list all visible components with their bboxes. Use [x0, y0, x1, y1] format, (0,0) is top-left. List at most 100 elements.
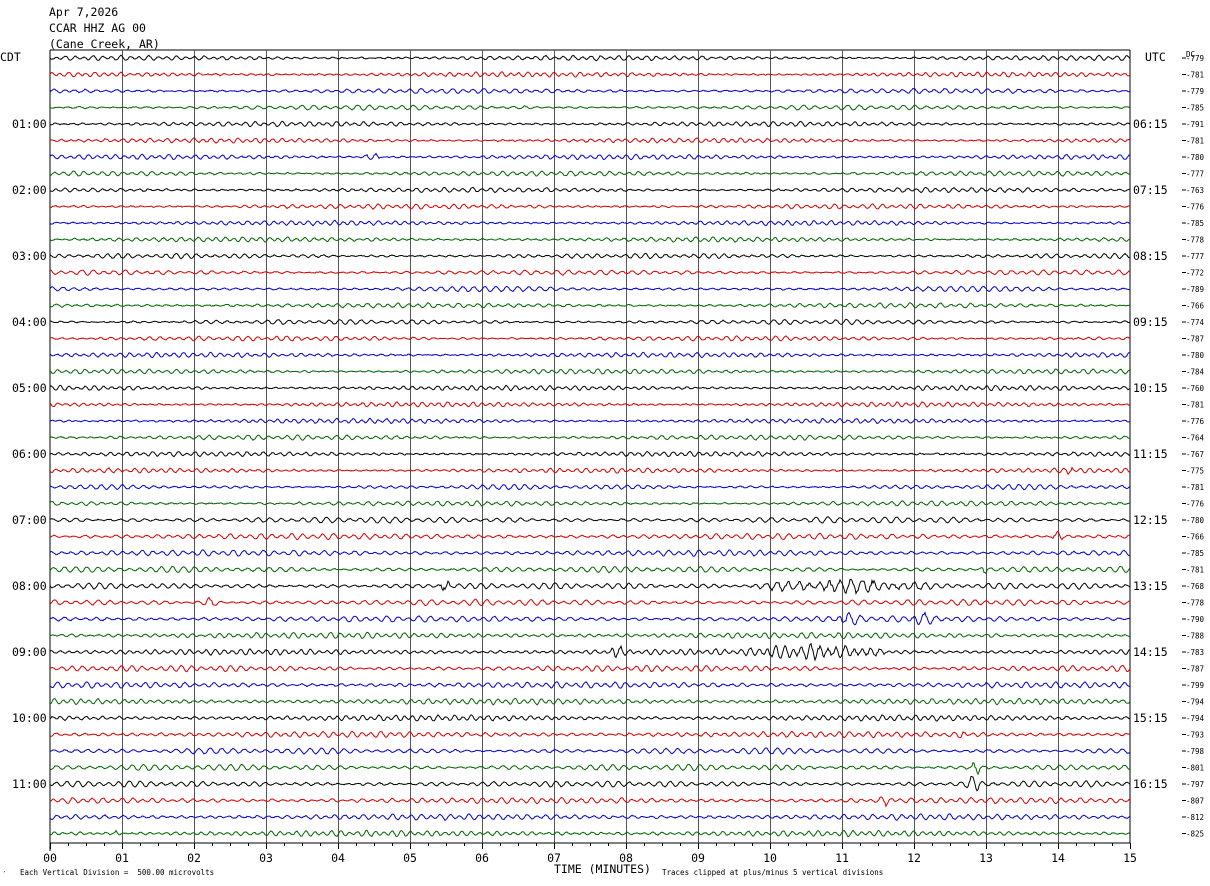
- dc-offset-label: -780: [1186, 516, 1205, 525]
- trace-row: [49, 104, 1131, 111]
- dc-offset-label: -781: [1186, 566, 1204, 575]
- x-tick-label: 14: [1051, 851, 1065, 865]
- trace-row: [49, 642, 1131, 662]
- trace-row: [49, 565, 1131, 575]
- trace-row: [49, 500, 1131, 507]
- right-hour-label: 12:15: [1133, 513, 1168, 527]
- corner-mark: ′: [2, 870, 7, 879]
- trace-row: [49, 631, 1131, 640]
- trace-row: [49, 384, 1131, 392]
- x-tick-label: 02: [187, 851, 201, 865]
- x-tick-label: 11: [835, 851, 849, 865]
- dc-offset-label: -787: [1186, 335, 1204, 344]
- right-hour-label: 06:15: [1133, 117, 1168, 131]
- dc-offset-label: -776: [1186, 203, 1205, 212]
- dc-offset-label: -785: [1186, 549, 1204, 558]
- dc-offset-label: -793: [1186, 731, 1204, 740]
- dc-offset-label: -779: [1186, 54, 1204, 63]
- x-tick-label: 03: [259, 851, 273, 865]
- x-tick-label: 01: [115, 851, 129, 865]
- footer-scale-note: Each Vertical Division = 500.00 microvol…: [20, 868, 215, 877]
- x-tick-label: 10: [763, 851, 777, 865]
- dc-offset-label: -801: [1186, 764, 1204, 773]
- left-hour-label: 08:00: [12, 579, 47, 593]
- right-hour-label: 11:15: [1133, 447, 1168, 461]
- trace-row: [49, 302, 1131, 309]
- trace-row: [49, 714, 1131, 722]
- trace-row: [49, 516, 1131, 524]
- trace-row: [49, 611, 1131, 626]
- dc-offset-label: -783: [1186, 648, 1204, 657]
- trace-row: [49, 450, 1131, 458]
- dc-offset-label: -798: [1186, 747, 1205, 756]
- trace-row: [49, 578, 1131, 596]
- right-hour-label: 14:15: [1133, 645, 1168, 659]
- trace-row: [49, 120, 1131, 128]
- x-axis-title: TIME (MINUTES): [554, 862, 651, 876]
- trace-row: [49, 466, 1131, 476]
- trace-row: [49, 596, 1131, 607]
- dc-offset-label: -789: [1186, 285, 1204, 294]
- trace-row: [49, 401, 1131, 408]
- trace-row: [49, 351, 1131, 359]
- dc-offset-header: DC: [1186, 50, 1196, 59]
- dc-offset-label: -791: [1186, 120, 1204, 129]
- trace-row: [49, 747, 1131, 756]
- trace-row: [49, 761, 1131, 776]
- left-hour-label: 11:00: [12, 777, 47, 791]
- x-tick-label: 09: [691, 851, 705, 865]
- trace-row: [49, 252, 1131, 260]
- trace-row: [49, 681, 1131, 689]
- dc-offset-label: -779: [1186, 87, 1204, 96]
- trace-row: [49, 236, 1131, 243]
- trace-row: [49, 829, 1131, 838]
- trace-row: [49, 219, 1131, 227]
- right-hour-label: 13:15: [1133, 579, 1168, 593]
- left-hour-label: 02:00: [12, 183, 47, 197]
- left-hour-label: 03:00: [12, 249, 47, 263]
- dc-offset-label: -797: [1186, 780, 1204, 789]
- chart-date: Apr 7,2026: [49, 5, 119, 19]
- dc-offset-label: -781: [1186, 483, 1204, 492]
- dc-offset-label: -781: [1186, 71, 1204, 80]
- trace-row: [49, 87, 1131, 95]
- dc-offset-label: -780: [1186, 153, 1205, 162]
- dc-offset-label: -785: [1186, 104, 1204, 113]
- dc-offset-label: -812: [1186, 813, 1204, 822]
- trace-row: [49, 152, 1131, 161]
- trace-row: [49, 203, 1131, 211]
- dc-offset-label: -785: [1186, 219, 1204, 228]
- dc-offset-label: -777: [1186, 252, 1204, 261]
- right-hour-label: 07:15: [1133, 183, 1168, 197]
- dc-offset-label: -776: [1186, 500, 1205, 509]
- dc-offset-label: -807: [1186, 797, 1204, 806]
- x-tick-label: 06: [475, 851, 489, 865]
- right-hour-label: 16:15: [1133, 777, 1168, 791]
- x-tick-label: 08: [619, 851, 633, 865]
- left-hour-label: 09:00: [12, 645, 47, 659]
- dc-offset-label: -763: [1186, 186, 1204, 195]
- trace-row: [49, 335, 1131, 342]
- x-tick-label: 04: [331, 851, 345, 865]
- trace-row: [49, 813, 1131, 822]
- dc-offset-label: -767: [1186, 450, 1204, 459]
- x-tick-label: 07: [547, 851, 561, 865]
- dc-offset-label: -778: [1186, 599, 1205, 608]
- left-hour-label: 05:00: [12, 381, 47, 395]
- trace-row: [49, 137, 1131, 144]
- trace-row: [49, 530, 1131, 541]
- trace-row: [49, 71, 1131, 78]
- trace-row: [49, 549, 1131, 557]
- footer-clip-note: Traces clipped at plus/minus 5 vertical …: [662, 868, 884, 877]
- dc-offset-label: -772: [1186, 269, 1204, 278]
- trace-row: [49, 170, 1131, 177]
- dc-offset-label: -825: [1186, 830, 1204, 839]
- x-tick-label: 13: [979, 851, 993, 865]
- trace-row: [49, 368, 1131, 375]
- right-hour-label: 08:15: [1133, 249, 1168, 263]
- x-tick-label: 00: [43, 851, 57, 865]
- trace-row: [49, 186, 1131, 194]
- trace-row: [49, 269, 1131, 276]
- trace-row: [49, 54, 1131, 62]
